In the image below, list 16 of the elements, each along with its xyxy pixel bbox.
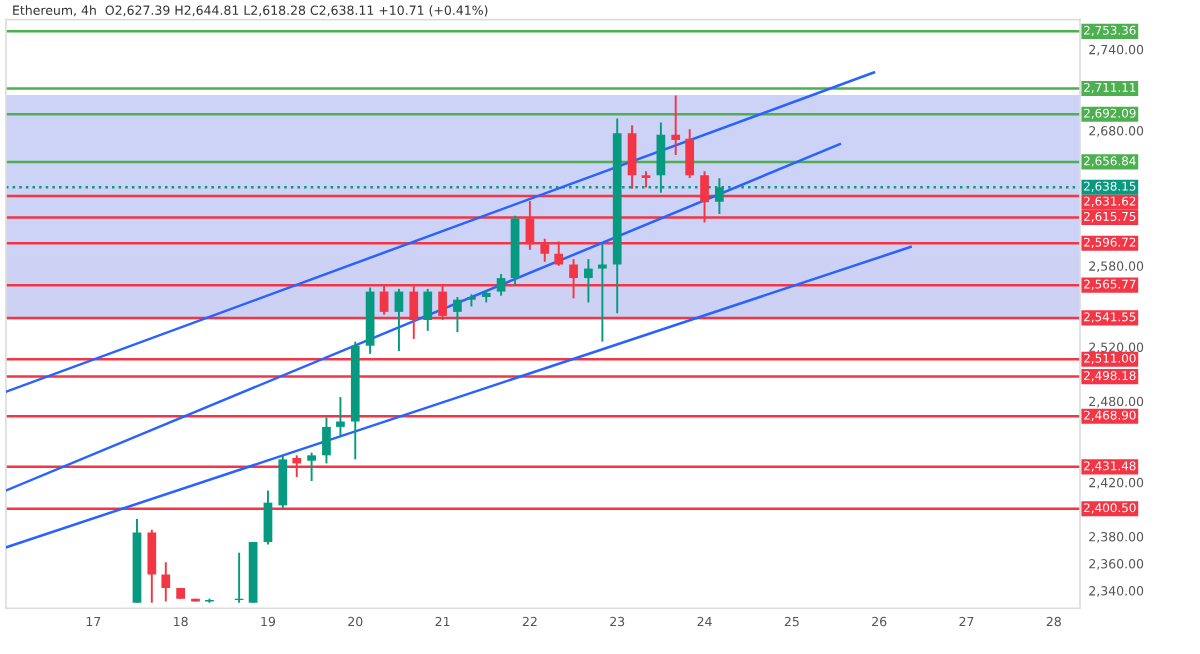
candlestick [453, 296, 462, 334]
candlestick [307, 451, 316, 482]
candlestick [671, 94, 681, 156]
candlestick [598, 243, 607, 343]
candlestick [336, 396, 345, 438]
candlestick [322, 416, 331, 465]
candlestick [423, 287, 433, 332]
candlestick [627, 124, 637, 190]
candlestick [161, 561, 171, 603]
candlestick [394, 287, 404, 353]
candlestick [263, 489, 273, 546]
candlestick [584, 258, 593, 304]
candlestick [147, 528, 157, 604]
candlestick [496, 273, 506, 297]
candlestick [278, 454, 288, 510]
candlestick [685, 128, 695, 179]
